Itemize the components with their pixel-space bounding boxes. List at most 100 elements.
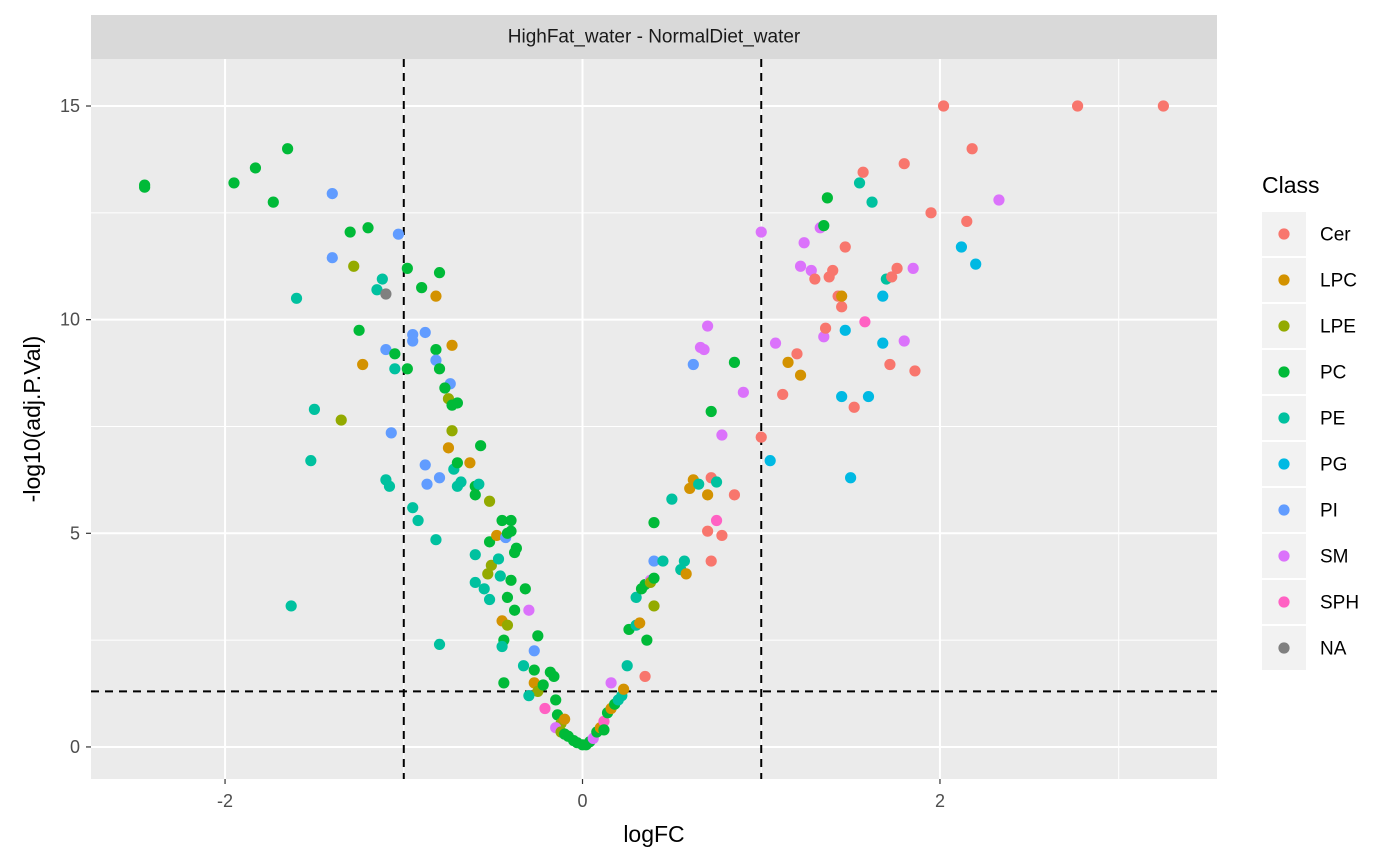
- data-point-lpc: [836, 290, 848, 302]
- data-point-pi: [407, 335, 419, 347]
- data-point-lpc: [357, 358, 369, 371]
- data-point-cer: [857, 166, 869, 178]
- data-point-lpe: [348, 260, 360, 272]
- data-point-pi: [421, 478, 433, 490]
- legend-label-sm: SM: [1320, 547, 1349, 568]
- data-point-sm: [605, 677, 617, 689]
- data-point-pe: [308, 403, 321, 415]
- data-point-pe: [621, 660, 633, 672]
- data-point-pg: [955, 241, 968, 253]
- data-point-pi: [430, 354, 442, 366]
- data-point-pg: [845, 472, 857, 484]
- data-point-sm: [798, 237, 810, 249]
- data-point-pc: [228, 177, 240, 189]
- data-point-pe: [693, 478, 705, 490]
- data-point-pc: [501, 591, 514, 603]
- data-point-pi: [385, 427, 397, 439]
- data-point-cer: [909, 365, 921, 377]
- data-point-sm: [716, 429, 728, 441]
- data-point-pe: [483, 593, 496, 606]
- data-point-pc: [267, 196, 279, 208]
- data-point-lpc: [464, 457, 476, 469]
- data-point-pc: [505, 574, 517, 586]
- legend-label-pi: PI: [1320, 501, 1338, 522]
- data-point-lpe: [648, 600, 660, 612]
- legend-swatch-na: [1278, 642, 1290, 654]
- data-point-pc: [519, 583, 531, 595]
- data-point-pe: [383, 480, 396, 492]
- x-axis: -2 0 2: [217, 779, 945, 811]
- data-point-pc: [648, 572, 660, 584]
- legend-swatch-pc: [1278, 366, 1290, 378]
- data-point-lpc: [634, 617, 646, 629]
- data-point-cer: [702, 525, 714, 537]
- data-point-pc: [510, 542, 522, 554]
- data-point-sm: [737, 386, 749, 398]
- data-point-pg: [877, 290, 889, 302]
- data-point-cer: [961, 215, 973, 227]
- data-point-cer: [898, 158, 910, 170]
- data-point-pc: [344, 226, 356, 238]
- data-point-pe: [517, 660, 530, 672]
- data-point-pe: [376, 273, 388, 285]
- data-point-pi: [419, 326, 431, 339]
- data-point-pc: [249, 162, 262, 174]
- legend-swatch-lpe: [1278, 320, 1290, 332]
- data-point-sm: [898, 335, 910, 347]
- major-gridlines: [91, 59, 1217, 779]
- data-point-pc: [532, 630, 544, 642]
- x-tick-label: 2: [935, 791, 945, 811]
- data-point-pc: [498, 677, 510, 689]
- data-point-sm: [805, 264, 817, 277]
- data-point-sph: [539, 702, 551, 715]
- data-point-pc: [401, 262, 413, 274]
- data-point-lpe: [501, 619, 514, 631]
- x-tick-label: 0: [578, 791, 588, 811]
- data-point-lpc: [618, 683, 630, 695]
- data-point-pc: [705, 405, 717, 418]
- data-point-pc: [451, 397, 463, 409]
- data-point-cer: [884, 358, 896, 371]
- data-point-cer: [891, 262, 903, 274]
- data-point-lpe: [483, 495, 496, 507]
- data-point-pg: [839, 324, 851, 336]
- data-point-pe: [455, 476, 467, 488]
- data-point-cer: [886, 271, 898, 283]
- legend-label-pc: PC: [1320, 363, 1346, 384]
- data-point-lpc: [446, 339, 458, 351]
- data-point-pg: [764, 455, 776, 467]
- data-point-pc: [362, 222, 374, 234]
- legend-label-cer: Cer: [1320, 225, 1351, 246]
- data-point-sm: [755, 226, 767, 238]
- data-point-pg: [970, 258, 982, 270]
- data-point-cer: [728, 489, 741, 501]
- data-point-sm: [907, 262, 919, 274]
- legend-swatch-sm: [1278, 550, 1290, 562]
- data-point-pe: [523, 690, 535, 702]
- legend-swatch-pi: [1278, 504, 1290, 516]
- data-point-cer: [937, 100, 950, 112]
- data-point-cer: [836, 301, 848, 313]
- data-point-pe: [469, 576, 481, 589]
- data-point-pi: [392, 228, 405, 240]
- data-point-pe: [478, 583, 490, 595]
- data-point-sm: [523, 604, 535, 616]
- data-point-cer: [639, 670, 651, 683]
- data-point-cer: [966, 143, 978, 155]
- data-point-pc: [818, 220, 830, 232]
- data-point-pc: [728, 356, 741, 368]
- data-point-pc: [537, 679, 549, 691]
- data-point-pc: [496, 514, 508, 527]
- data-point-sm: [794, 260, 807, 272]
- data-point-pe: [853, 177, 866, 189]
- data-point-pc: [433, 267, 446, 279]
- data-point-pc: [475, 440, 487, 452]
- data-point-pi: [326, 187, 338, 200]
- data-point-cer: [809, 273, 821, 285]
- data-point-pc: [433, 363, 446, 375]
- data-point-lpe: [335, 414, 347, 426]
- legend-swatch-pg: [1278, 458, 1290, 470]
- data-point-lpc: [794, 369, 807, 381]
- data-point-cer: [705, 555, 717, 567]
